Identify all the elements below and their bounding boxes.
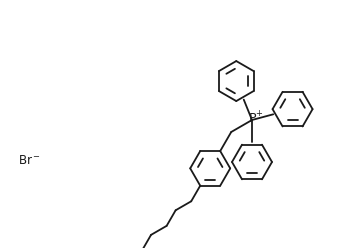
Text: Br$^-$: Br$^-$ bbox=[18, 154, 41, 166]
Text: +: + bbox=[256, 109, 262, 118]
Text: P: P bbox=[249, 113, 257, 125]
